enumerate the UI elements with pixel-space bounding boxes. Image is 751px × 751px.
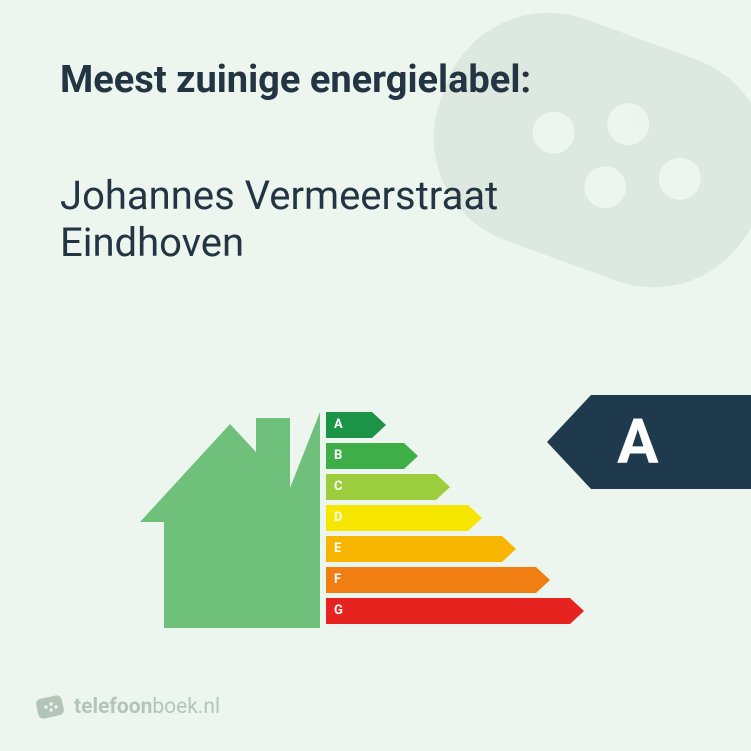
energy-bar-arrow	[404, 443, 418, 469]
footer-brand: telefoonboek.nl	[36, 693, 220, 721]
energy-bar-label: F	[334, 567, 341, 593]
address: Johannes Vermeerstraat Eindhoven	[60, 172, 498, 266]
energy-bar-label: C	[334, 474, 343, 500]
house-icon	[140, 400, 320, 635]
energy-bar-body	[326, 505, 468, 531]
energy-bar-arrow	[502, 536, 516, 562]
footer-text: telefoonboek.nl	[74, 695, 220, 719]
result-badge-body: A	[591, 395, 751, 489]
energy-bar-label: D	[334, 505, 342, 531]
energy-bar-label: A	[334, 412, 343, 438]
energy-bar-arrow	[570, 598, 584, 624]
energy-bar-arrow	[536, 567, 550, 593]
energy-bar-label: G	[334, 598, 343, 624]
energy-bar-arrow	[372, 412, 386, 438]
footer-bold: telefoon	[74, 695, 152, 719]
energy-bar-body	[326, 598, 570, 624]
result-badge-letter: A	[617, 406, 659, 479]
energy-bar-body	[326, 536, 502, 562]
footer-rest: boek.nl	[152, 695, 220, 719]
energy-bar-body	[326, 567, 536, 593]
energy-bar-body	[326, 412, 372, 438]
energy-bar-label: B	[334, 443, 342, 469]
phonebook-icon	[36, 693, 64, 721]
address-line2: Eindhoven	[60, 219, 498, 266]
title: Meest zuinige energielabel:	[60, 58, 531, 102]
energy-bar-arrow	[436, 474, 450, 500]
address-line1: Johannes Vermeerstraat	[60, 172, 498, 219]
energy-bar-label: E	[334, 536, 341, 562]
energy-chart: ABCDEFG	[140, 400, 610, 635]
result-badge-arrow	[547, 395, 591, 489]
result-badge: A	[547, 395, 751, 489]
energy-bar-arrow	[468, 505, 482, 531]
card: Meest zuinige energielabel: Johannes Ver…	[0, 0, 751, 751]
